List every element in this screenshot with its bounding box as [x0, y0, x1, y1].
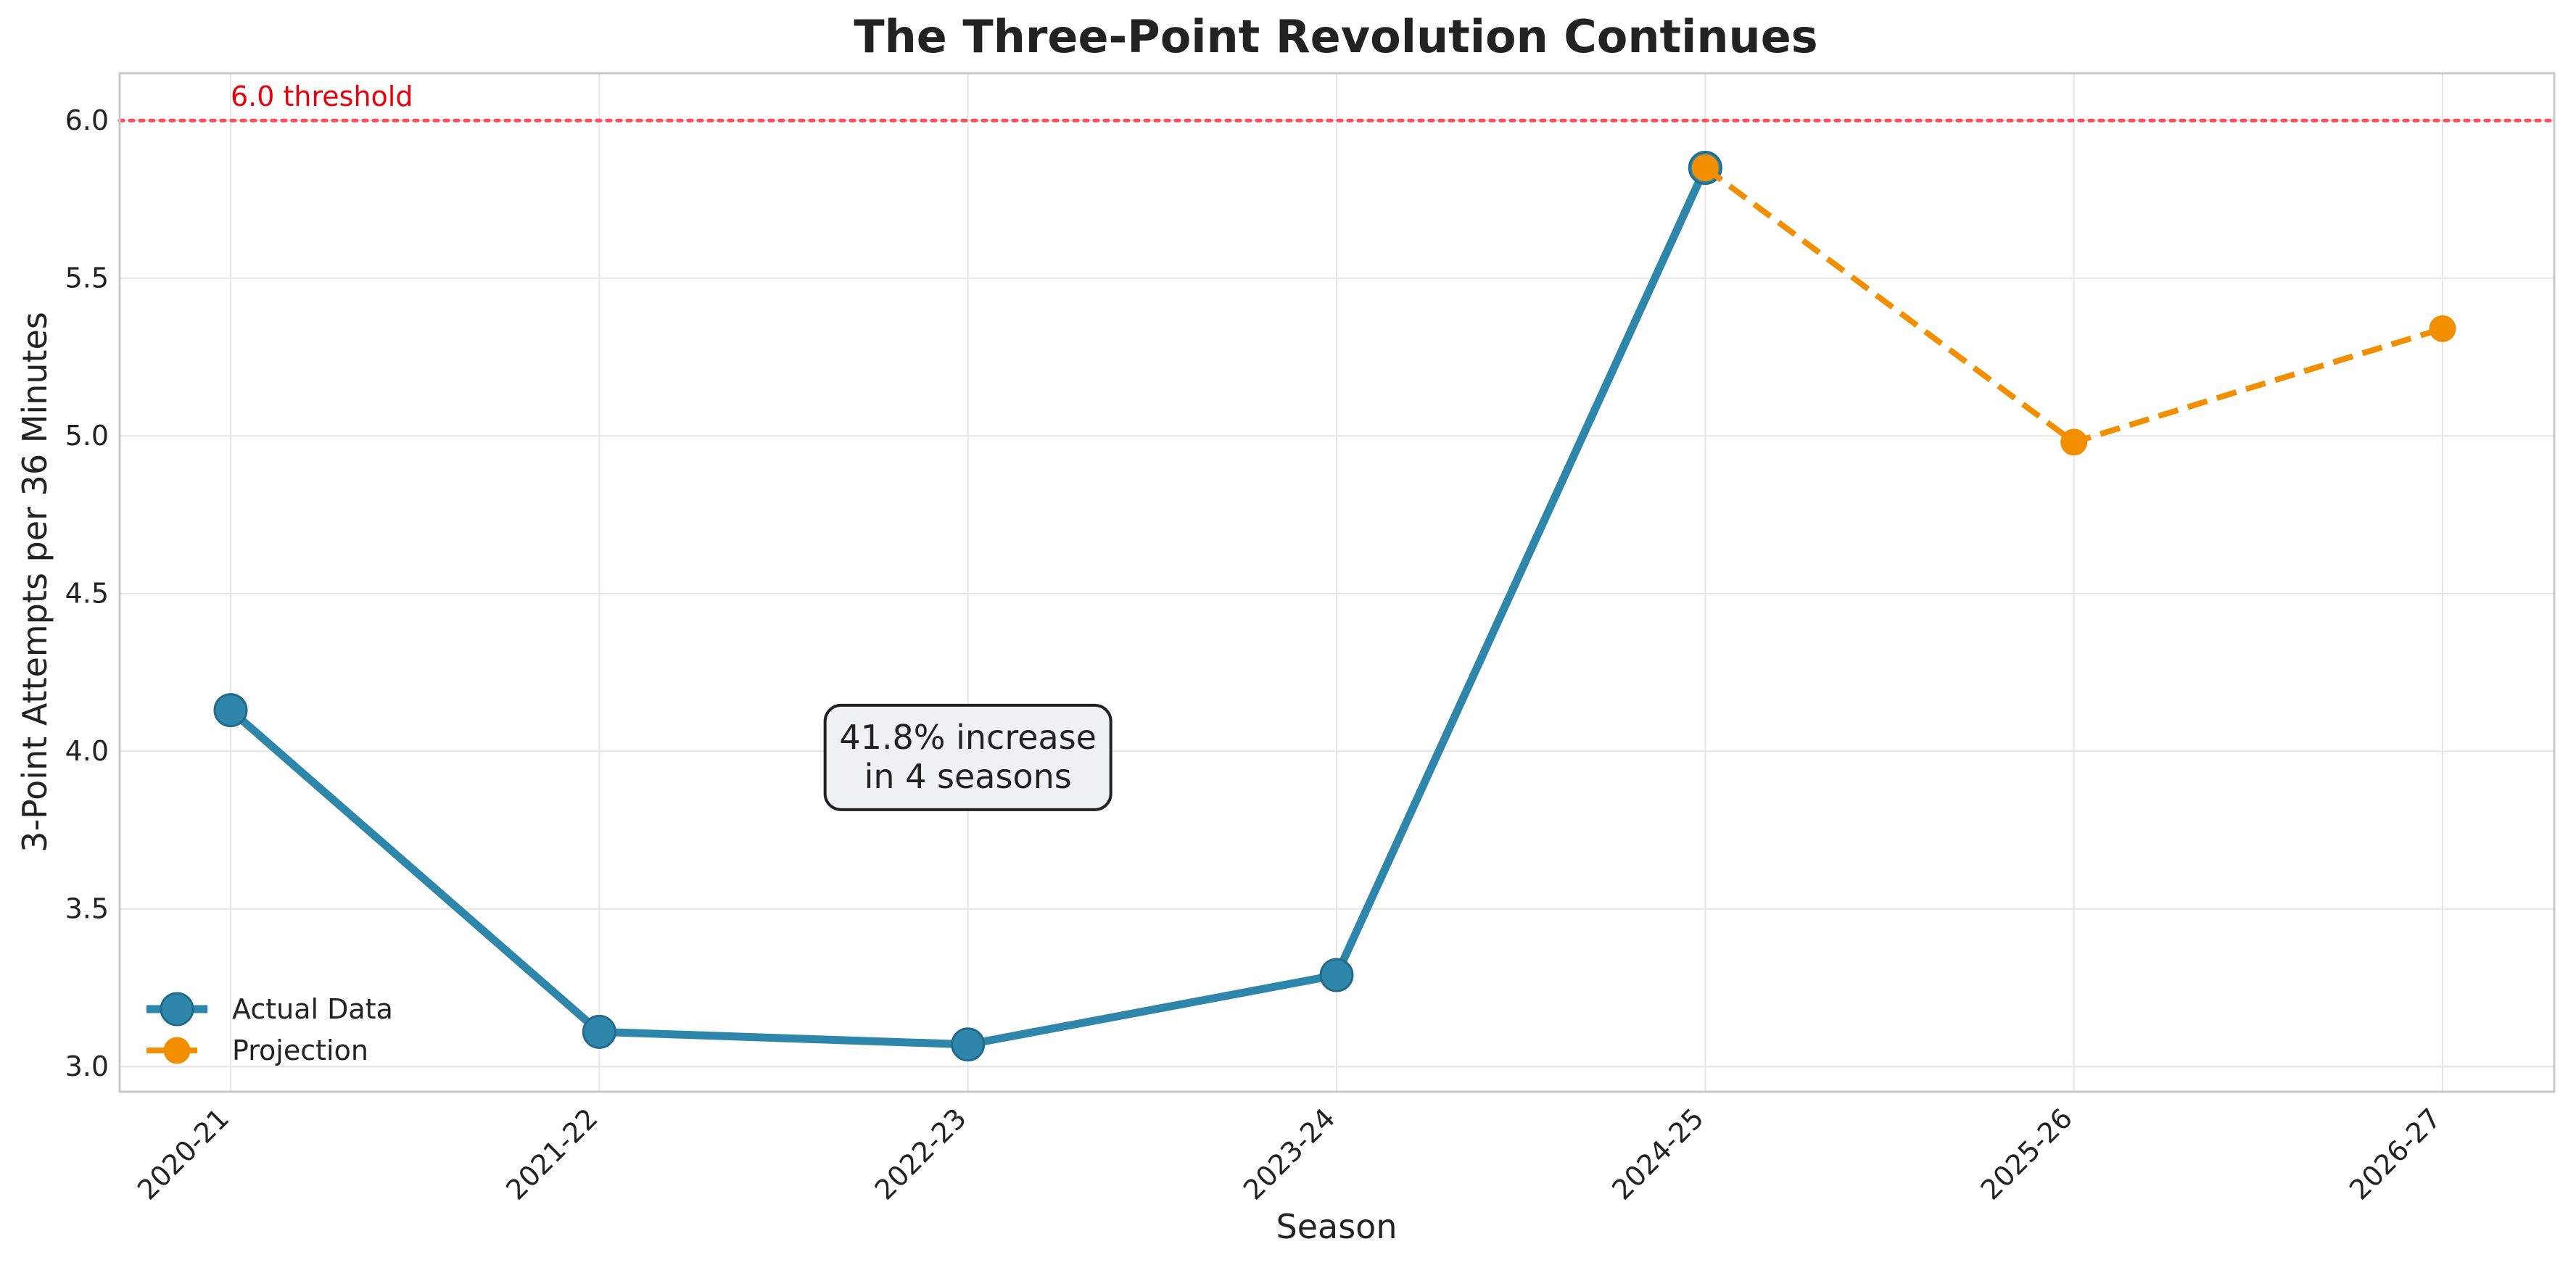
y-tick-label: 3.5: [65, 893, 109, 925]
reference-line-group: 6.0 threshold: [117, 80, 2556, 123]
plot-frame: [118, 72, 2556, 1093]
legend-label: Projection: [232, 1034, 368, 1066]
y-tick-labels: 3.0 3.5 4.0 4.5 5.0 5.5 6.0: [65, 104, 109, 1082]
data-point-projection: [2060, 428, 2088, 456]
data-point-actual-data: [951, 1027, 986, 1062]
legend: Actual Data Projection: [146, 992, 393, 1066]
y-tick-label: 4.5: [65, 578, 109, 610]
data-point-projection: [1691, 154, 1719, 181]
data-point-actual-data: [213, 693, 248, 728]
data-point-actual-data: [582, 1014, 616, 1049]
grid: [120, 73, 2554, 1092]
y-axis-label: 3-Point Attempts per 36 Minutes: [15, 312, 54, 853]
x-axis-label: Season: [1276, 1207, 1398, 1246]
legend-swatch-marker: [163, 1037, 191, 1064]
data-point-projection: [2429, 315, 2456, 342]
legend-swatch-marker: [160, 992, 194, 1027]
legend-label: Actual Data: [232, 993, 393, 1025]
annotation-box: [823, 703, 1112, 811]
data-point-actual-data: [1319, 958, 1354, 992]
annotation-text: in 4 seasons: [864, 757, 1072, 796]
y-tick-label: 5.0: [65, 420, 109, 452]
y-tick-label: 3.0: [65, 1050, 109, 1082]
y-tick-label: 4.0: [65, 735, 109, 767]
threshold-label: 6.0 threshold: [231, 80, 413, 112]
series-group: [213, 150, 2456, 1062]
chart-title: The Three-Point Revolution Continues: [854, 10, 1817, 63]
annotation-text: 41.8% increase: [839, 718, 1097, 757]
y-tick-label: 6.0: [65, 104, 109, 136]
y-tick-label: 5.5: [65, 262, 109, 294]
